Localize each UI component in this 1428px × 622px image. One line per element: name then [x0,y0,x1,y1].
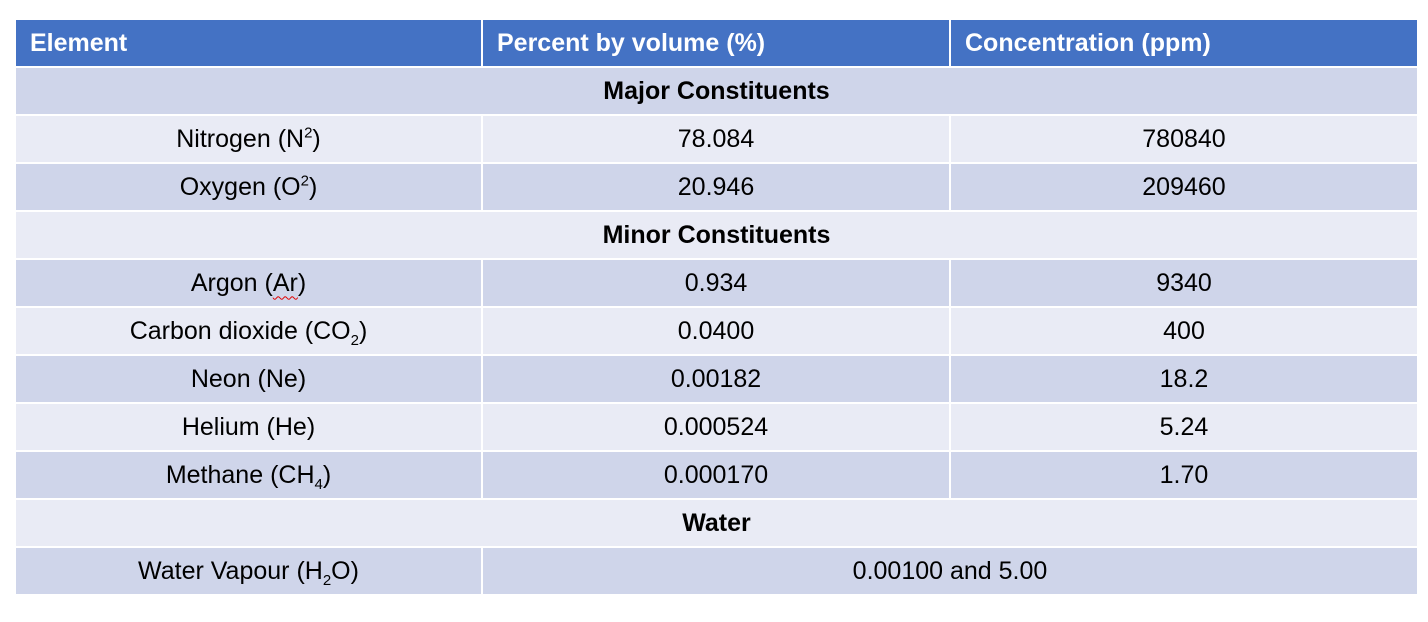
table-row: Neon (Ne) 0.00182 18.2 [14,354,1419,404]
section-label-major: Major Constituents [14,66,1419,116]
ppm-cell: 1.70 [949,450,1419,500]
table-row: Oxygen (O2) 20.946 209460 [14,162,1419,212]
table-row: Helium (He) 0.000524 5.24 [14,402,1419,452]
element-cell: Neon (Ne) [14,354,483,404]
percent-cell: 0.0400 [481,306,951,356]
section-label-water: Water [14,498,1419,548]
ppm-cell: 780840 [949,114,1419,164]
header-element: Element [14,18,483,68]
element-cell: Water Vapour (H2O) [14,546,483,596]
combined-value-cell: 0.00100 and 5.00 [481,546,1419,596]
table-row: Water Vapour (H2O) 0.00100 and 5.00 [14,546,1419,596]
percent-cell: 0.00182 [481,354,951,404]
ppm-cell: 5.24 [949,402,1419,452]
ppm-cell: 209460 [949,162,1419,212]
header-row: Element Percent by volume (%) Concentrat… [14,18,1419,68]
table-row: Methane (CH4) 0.000170 1.70 [14,450,1419,500]
composition-table-container: Element Percent by volume (%) Concentrat… [14,18,1419,596]
element-cell: Argon (Ar) [14,258,483,308]
header-percent: Percent by volume (%) [481,18,951,68]
atmosphere-composition-table: Element Percent by volume (%) Concentrat… [14,18,1419,596]
percent-cell: 20.946 [481,162,951,212]
section-row-water: Water [14,498,1419,548]
element-cell: Helium (He) [14,402,483,452]
table-row: Nitrogen (N2) 78.084 780840 [14,114,1419,164]
ppm-cell: 18.2 [949,354,1419,404]
percent-cell: 0.000170 [481,450,951,500]
percent-cell: 78.084 [481,114,951,164]
ppm-cell: 400 [949,306,1419,356]
section-row-minor: Minor Constituents [14,210,1419,260]
element-cell: Methane (CH4) [14,450,483,500]
element-cell: Nitrogen (N2) [14,114,483,164]
percent-cell: 0.000524 [481,402,951,452]
spellcheck-underline: Ar [272,268,298,297]
section-label-minor: Minor Constituents [14,210,1419,260]
element-cell: Carbon dioxide (CO2) [14,306,483,356]
percent-cell: 0.934 [481,258,951,308]
table-row: Carbon dioxide (CO2) 0.0400 400 [14,306,1419,356]
header-concentration: Concentration (ppm) [949,18,1419,68]
ppm-cell: 9340 [949,258,1419,308]
element-cell: Oxygen (O2) [14,162,483,212]
table-row: Argon (Ar) 0.934 9340 [14,258,1419,308]
section-row-major: Major Constituents [14,66,1419,116]
